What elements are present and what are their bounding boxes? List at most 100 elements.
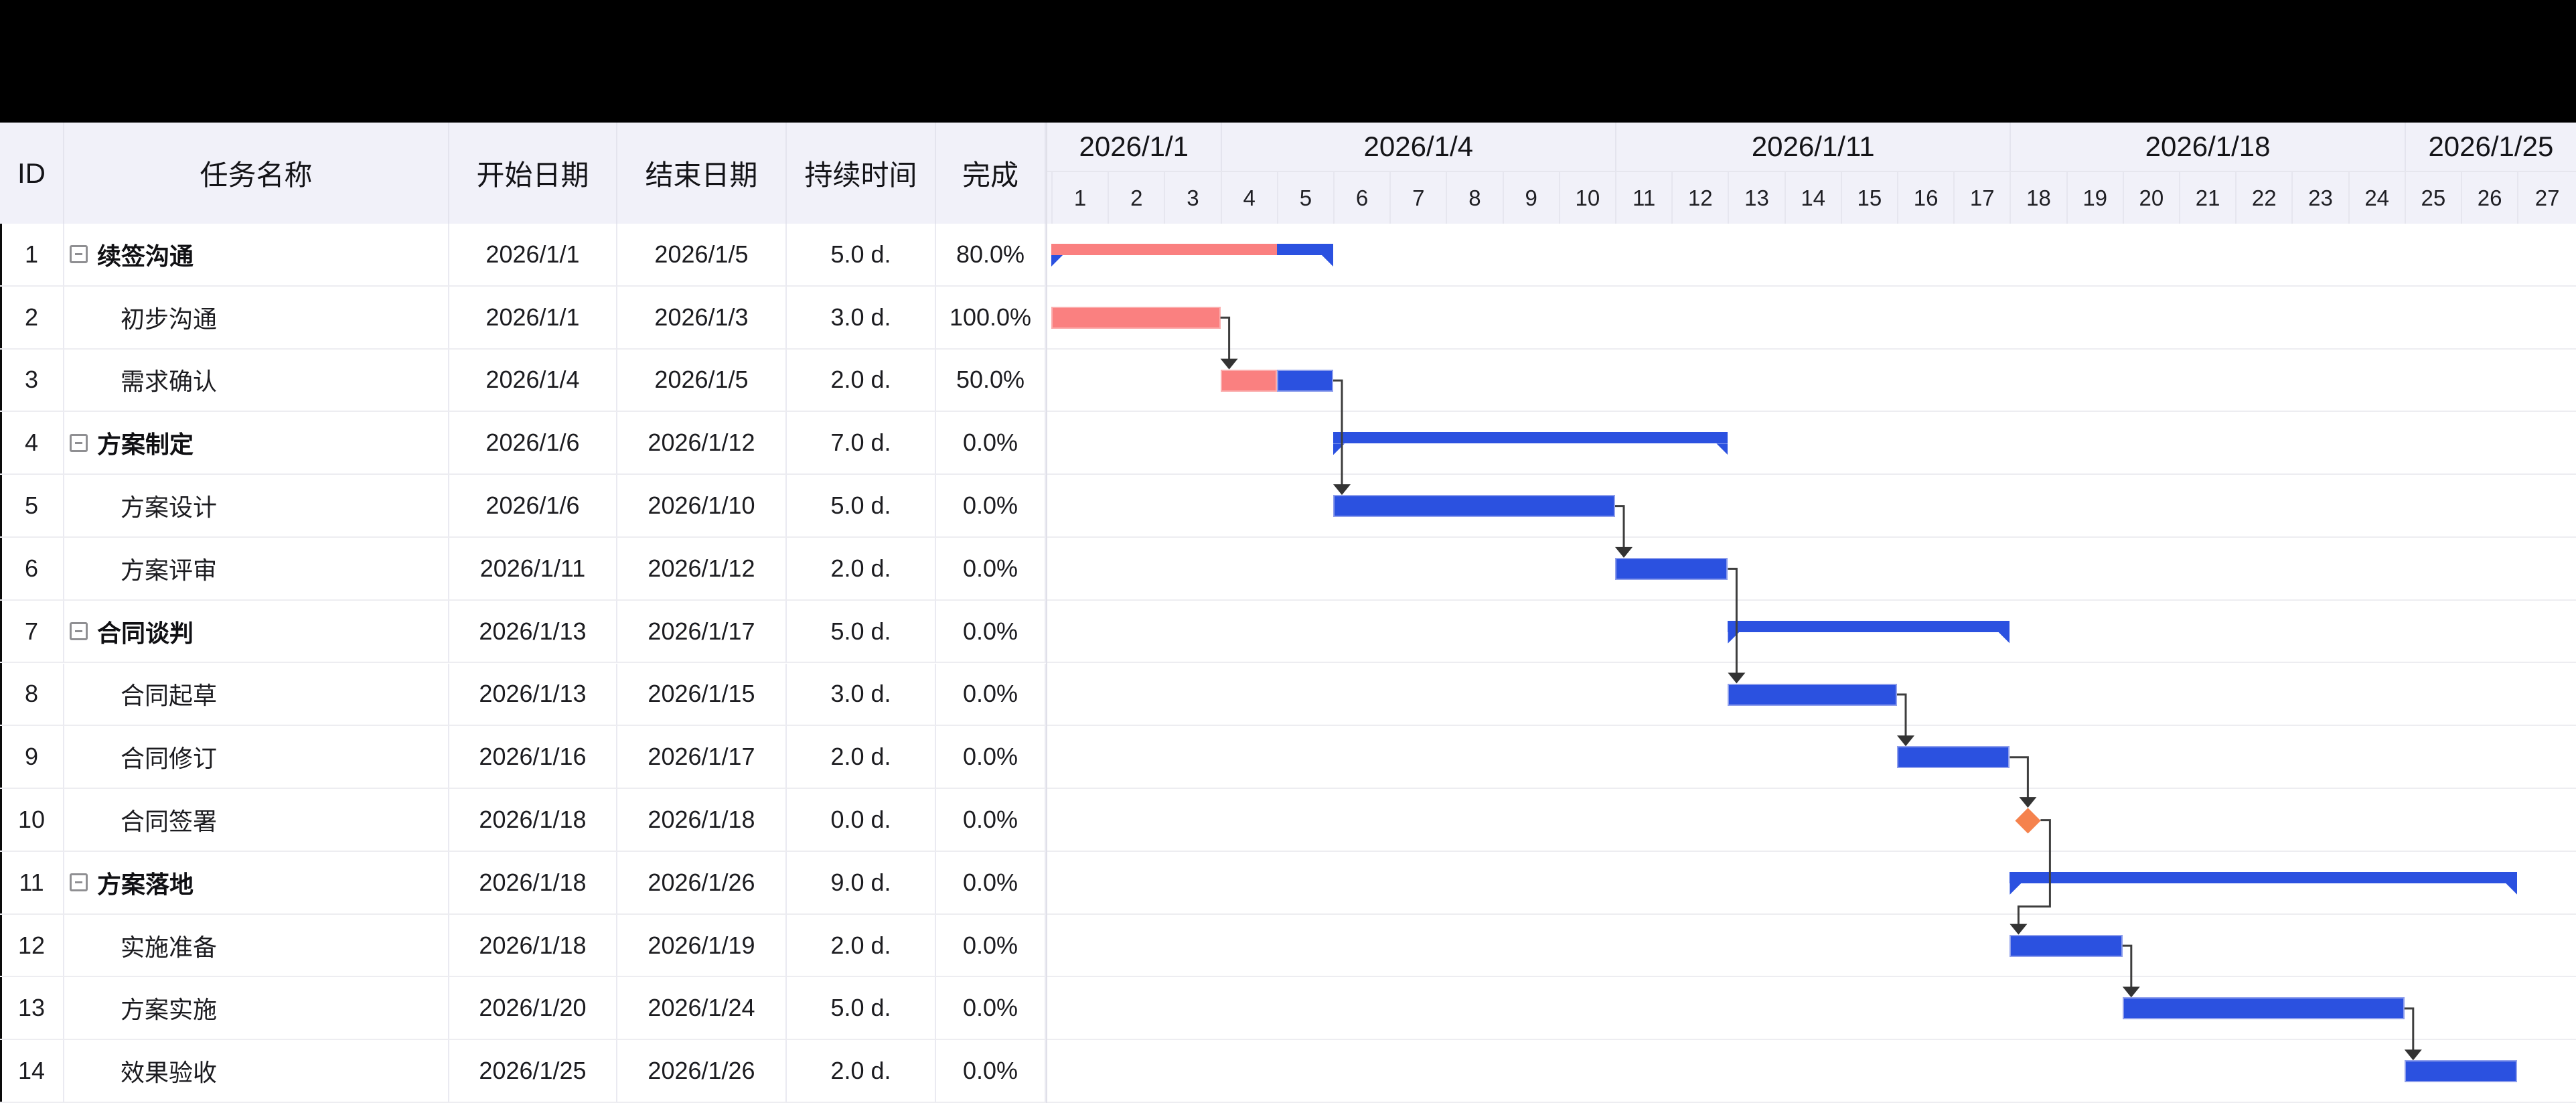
task-name-cell[interactable]: 需求确认 (64, 349, 449, 413)
collapse-icon[interactable] (70, 873, 88, 892)
task-id-cell: 3 (0, 349, 64, 413)
task-end-cell: 2026/1/12 (617, 412, 787, 475)
collapse-icon[interactable] (70, 245, 88, 264)
task-id-cell: 5 (0, 475, 64, 538)
task-end-cell: 2026/1/12 (617, 537, 787, 601)
day-header-3: 3 (1164, 172, 1221, 224)
task-name-cell[interactable]: 合同起草 (64, 663, 449, 727)
task-bar[interactable] (1333, 495, 1615, 518)
row-separator (0, 915, 2576, 978)
task-bar[interactable] (2404, 1060, 2518, 1083)
task-name-cell[interactable]: 合同修订 (64, 726, 449, 790)
task-duration-cell: 2.0 d. (787, 726, 936, 790)
task-complete-cell: 0.0% (936, 663, 1046, 727)
task-start-cell: 2026/1/4 (449, 349, 617, 413)
task-name-cell[interactable]: 效果验收 (64, 1040, 449, 1103)
task-name-label: 合同谈判 (97, 619, 194, 647)
day-header-8: 8 (1446, 172, 1503, 224)
task-start-cell: 2026/1/18 (449, 789, 617, 852)
week-header-2026/1/25: 2026/1/25 (2404, 123, 2576, 172)
row-separator (0, 224, 2576, 287)
day-header-20: 20 (2122, 172, 2179, 224)
task-complete-cell: 0.0% (936, 1040, 1046, 1103)
day-header-23: 23 (2291, 172, 2348, 224)
task-id-cell: 14 (0, 1040, 64, 1103)
collapse-icon[interactable] (70, 622, 88, 641)
day-header-11: 11 (1615, 172, 1672, 224)
task-bar[interactable] (2122, 997, 2405, 1020)
day-header-19: 19 (2066, 172, 2123, 224)
task-bar[interactable] (1051, 306, 1221, 329)
row-separator (0, 412, 2576, 475)
pane-divider[interactable] (1046, 123, 1047, 1103)
task-start-cell: 2026/1/6 (449, 412, 617, 475)
task-name-cell[interactable]: 方案落地 (64, 851, 449, 915)
week-header-2026/1/1: 2026/1/1 (1046, 123, 1221, 172)
task-duration-cell: 3.0 d. (787, 286, 936, 350)
task-name-label: 合同起草 (121, 682, 218, 710)
task-remaining-segment (2404, 1060, 2518, 1083)
summary-bar[interactable] (1051, 244, 1333, 267)
task-id-cell: 13 (0, 977, 64, 1041)
task-bar[interactable] (2010, 934, 2123, 957)
window-top-bar (0, 0, 2576, 123)
task-bar[interactable] (1728, 683, 1897, 706)
task-start-cell: 2026/1/20 (449, 977, 617, 1041)
summary-bar[interactable] (2010, 871, 2518, 895)
day-header-18: 18 (2010, 172, 2066, 224)
row-separator (0, 664, 2576, 727)
task-complete-cell: 0.0% (936, 475, 1046, 538)
task-duration-cell: 2.0 d. (787, 537, 936, 601)
column-header-name: 任务名称 (64, 123, 449, 224)
day-header-24: 24 (2348, 172, 2405, 224)
task-complete-cell: 0.0% (936, 977, 1046, 1041)
day-header-1: 1 (1051, 172, 1108, 224)
task-duration-cell: 2.0 d. (787, 349, 936, 413)
task-name-cell[interactable]: 方案制定 (64, 412, 449, 475)
task-name-label: 方案实施 (121, 996, 218, 1024)
task-bar[interactable] (1897, 746, 2010, 769)
task-name-label: 需求确认 (121, 368, 218, 396)
summary-bar[interactable] (1333, 432, 1728, 455)
task-start-cell: 2026/1/16 (449, 726, 617, 790)
task-name-cell[interactable]: 方案设计 (64, 475, 449, 538)
row-separator (0, 789, 2576, 852)
task-complete-cell: 0.0% (936, 914, 1046, 978)
task-name-cell[interactable]: 合同签署 (64, 789, 449, 852)
collapse-icon[interactable] (70, 433, 88, 452)
task-name-cell[interactable]: 初步沟通 (64, 286, 449, 350)
day-header-6: 6 (1333, 172, 1390, 224)
task-duration-cell: 3.0 d. (787, 663, 936, 727)
task-bar[interactable] (1220, 369, 1333, 392)
task-end-cell: 2026/1/18 (617, 789, 787, 852)
task-end-cell: 2026/1/17 (617, 726, 787, 790)
day-header-14: 14 (1784, 172, 1841, 224)
summary-bar[interactable] (1728, 620, 2010, 644)
task-start-cell: 2026/1/25 (449, 1040, 617, 1103)
task-name-label: 续签沟通 (97, 242, 194, 270)
row-separator (0, 601, 2576, 664)
column-header-end: 结束日期 (617, 123, 787, 224)
task-name-label: 实施准备 (121, 933, 218, 961)
column-header-duration: 持续时间 (787, 123, 936, 224)
task-duration-cell: 2.0 d. (787, 1040, 936, 1103)
task-duration-cell: 5.0 d. (787, 600, 936, 664)
task-id-cell: 11 (0, 851, 64, 915)
task-name-cell[interactable]: 续签沟通 (64, 224, 449, 287)
task-bar[interactable] (1615, 557, 1728, 580)
task-complete-cell: 0.0% (936, 726, 1046, 790)
task-name-cell[interactable]: 合同谈判 (64, 600, 449, 664)
task-name-cell[interactable]: 方案评审 (64, 537, 449, 601)
task-name-cell[interactable]: 实施准备 (64, 914, 449, 978)
day-header-25: 25 (2404, 172, 2461, 224)
task-progress-segment (1220, 369, 1277, 392)
day-header-22: 22 (2235, 172, 2292, 224)
task-name-label: 合同修订 (121, 745, 218, 773)
task-name-cell[interactable]: 方案实施 (64, 977, 449, 1041)
task-name-label: 方案制定 (97, 431, 194, 459)
task-remaining-segment (1615, 557, 1728, 580)
task-complete-cell: 0.0% (936, 789, 1046, 852)
task-id-cell: 9 (0, 726, 64, 790)
task-start-cell: 2026/1/1 (449, 224, 617, 287)
